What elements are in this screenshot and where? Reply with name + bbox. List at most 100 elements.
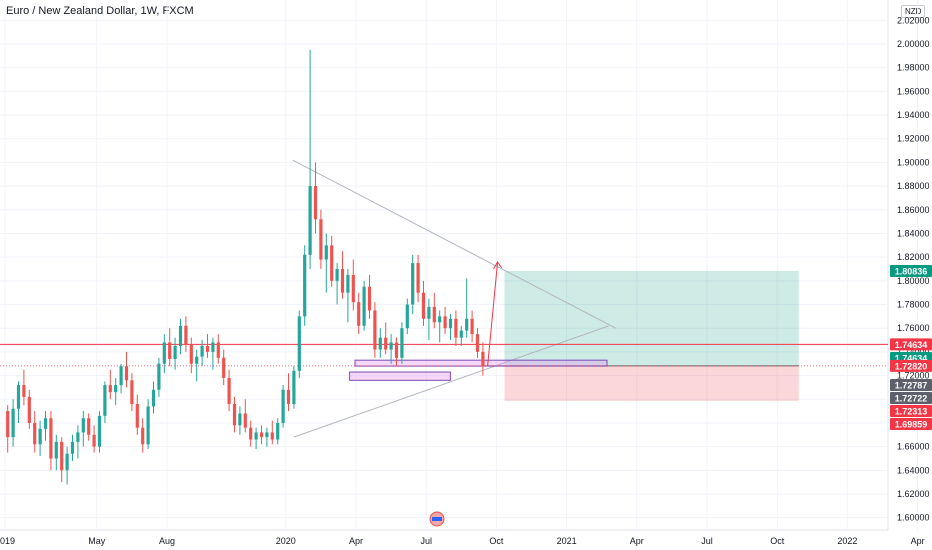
- candle-body: [346, 274, 350, 293]
- candle: [303, 245, 307, 326]
- candle-body: [448, 318, 453, 329]
- candle-body: [168, 342, 172, 359]
- candle: [16, 381, 21, 423]
- candle: [232, 396, 237, 433]
- price-tick-label: 1.88000: [897, 181, 930, 191]
- candle-body: [222, 357, 226, 378]
- candle-body: [265, 432, 269, 438]
- support-box-1: [354, 359, 608, 367]
- candle: [276, 418, 280, 445]
- candle: [65, 446, 69, 485]
- candle: [319, 209, 323, 269]
- candle: [351, 259, 355, 311]
- candle-body: [124, 366, 129, 381]
- candle-body: [195, 356, 199, 364]
- price-label-text: 1.80836: [895, 266, 928, 276]
- candle-body: [65, 453, 69, 471]
- candle: [70, 434, 75, 461]
- candle: [286, 373, 291, 412]
- currency-button[interactable]: NZD: [901, 5, 926, 18]
- candle-body: [189, 344, 193, 364]
- candle: [427, 298, 431, 341]
- candle-body: [211, 342, 215, 352]
- candle-body: [351, 274, 355, 303]
- candle-body: [400, 328, 404, 358]
- candle-body: [335, 269, 339, 281]
- candle: [81, 411, 85, 447]
- candle: [151, 381, 156, 414]
- time-axis: 2019 May Aug 2020 Apr Jul Oct 2021 Apr Jul Oct 2022…: [0, 536, 925, 546]
- candle: [411, 254, 415, 314]
- candle-body: [362, 286, 366, 326]
- projection-arrow: [487, 261, 499, 367]
- candle: [205, 334, 210, 358]
- candle: [249, 420, 253, 447]
- candle-body: [286, 389, 291, 404]
- candle: [6, 405, 10, 453]
- candle-body: [162, 342, 166, 364]
- price-label: 1.74634: [890, 338, 932, 351]
- candle: [346, 269, 350, 323]
- candle: [270, 420, 274, 445]
- price-tick-label: 1.76000: [897, 323, 930, 333]
- candle-body: [465, 318, 469, 331]
- price-label: 1.72722: [890, 392, 932, 404]
- candle-body: [130, 380, 134, 404]
- candle: [146, 399, 150, 449]
- chart-title: Euro / New Zealand Dollar, 1W, FXCM: [6, 5, 194, 17]
- candle: [27, 389, 31, 429]
- candle-body: [259, 432, 264, 438]
- grid-lines: [0, 0, 919, 531]
- price-label: 1.80836: [890, 264, 932, 277]
- candle: [367, 274, 372, 319]
- candle-body: [97, 415, 102, 447]
- price-label-bg: [890, 338, 932, 351]
- candle: [481, 342, 485, 376]
- projection-arrow-head: [493, 260, 503, 270]
- candle-body: [119, 366, 123, 386]
- candle-body: [292, 370, 296, 404]
- drawings: [0, 159, 888, 438]
- candle: [216, 334, 220, 364]
- price-tick-label: 2.02000: [897, 15, 930, 25]
- price-label: 1.72820: [890, 359, 932, 372]
- price-tick-label: 1.90000: [897, 157, 930, 167]
- candle-body: [459, 330, 463, 338]
- candle: [38, 420, 42, 457]
- candle: [459, 325, 463, 346]
- candle: [432, 292, 436, 329]
- candle-body: [481, 351, 485, 367]
- candle-body: [324, 245, 328, 260]
- tradingview-logo: [429, 511, 445, 527]
- triangle-upper-line: [292, 159, 617, 329]
- candle-body: [475, 334, 480, 352]
- price-label-bg: [890, 418, 932, 430]
- candle: [22, 369, 26, 406]
- support-box-2: [349, 371, 451, 381]
- candle-body: [319, 219, 323, 260]
- candle-body: [157, 363, 161, 390]
- candle-body: [367, 286, 372, 311]
- candle: [308, 49, 312, 269]
- candle: [254, 427, 258, 449]
- candle-body: [389, 342, 393, 350]
- price-tick-label: 1.80000: [897, 276, 930, 286]
- candle: [54, 434, 58, 471]
- stop-zone: [504, 365, 799, 401]
- price-label-text: 1.72820: [895, 361, 928, 371]
- price-label-bg: [890, 392, 932, 404]
- candle: [373, 302, 377, 358]
- candle: [92, 425, 96, 453]
- price-label-text: 1.72313: [895, 407, 928, 417]
- candle-body: [394, 342, 399, 358]
- candle-body: [205, 345, 210, 352]
- candle: [60, 437, 64, 483]
- candle: [97, 411, 102, 453]
- price-label-bg: [890, 379, 932, 391]
- price-label-bg: [890, 264, 932, 277]
- candle-body: [87, 418, 91, 435]
- candle-body: [11, 408, 15, 438]
- candle: [130, 373, 134, 412]
- candle-body: [416, 263, 420, 293]
